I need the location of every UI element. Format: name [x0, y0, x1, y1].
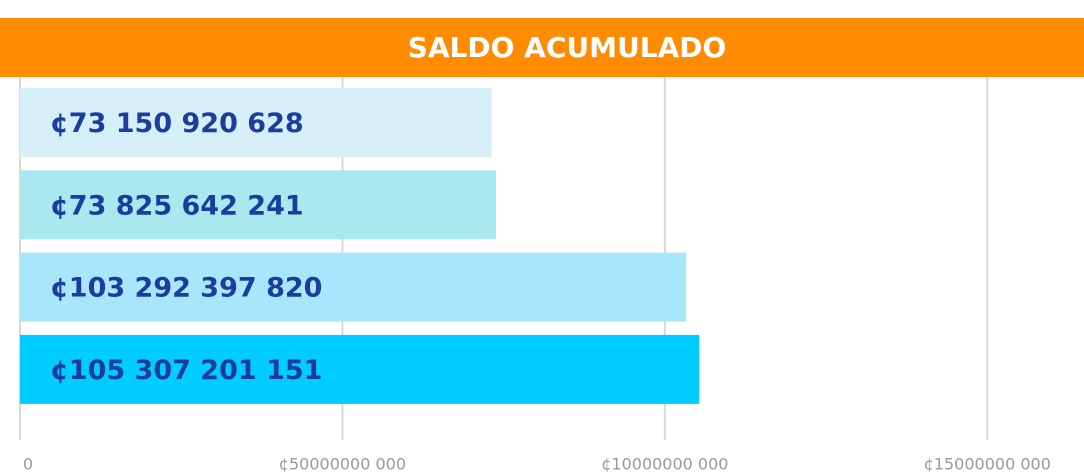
title-band [0, 18, 1084, 77]
x-tick-label: ¢10000000 000 [601, 455, 728, 474]
x-tick-label: 0 [23, 455, 33, 474]
bar [20, 88, 492, 157]
chart-title: SALDO ACUMULADO [408, 31, 727, 64]
value-label: ¢73 825 642 241 [50, 190, 304, 221]
value-label: ¢73 150 920 628 [50, 108, 304, 139]
value-label: ¢103 292 397 820 [50, 273, 322, 304]
bar [20, 170, 497, 240]
bar [20, 334, 700, 404]
value-label: ¢105 307 201 151 [50, 355, 322, 386]
x-tick-label: ¢50000000 000 [279, 455, 406, 474]
x-tick-label: ¢15000000 000 [924, 455, 1051, 474]
bar [20, 252, 687, 322]
